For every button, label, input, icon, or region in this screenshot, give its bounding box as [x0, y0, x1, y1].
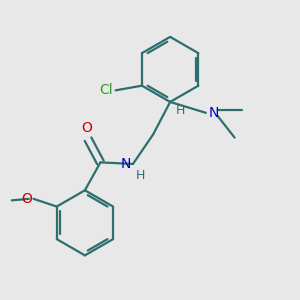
- Text: O: O: [21, 192, 32, 206]
- Text: O: O: [81, 121, 92, 134]
- Text: H: H: [176, 103, 185, 116]
- Text: N: N: [121, 157, 131, 171]
- Text: H: H: [136, 169, 146, 182]
- Text: N: N: [208, 106, 219, 120]
- Text: Cl: Cl: [100, 83, 113, 97]
